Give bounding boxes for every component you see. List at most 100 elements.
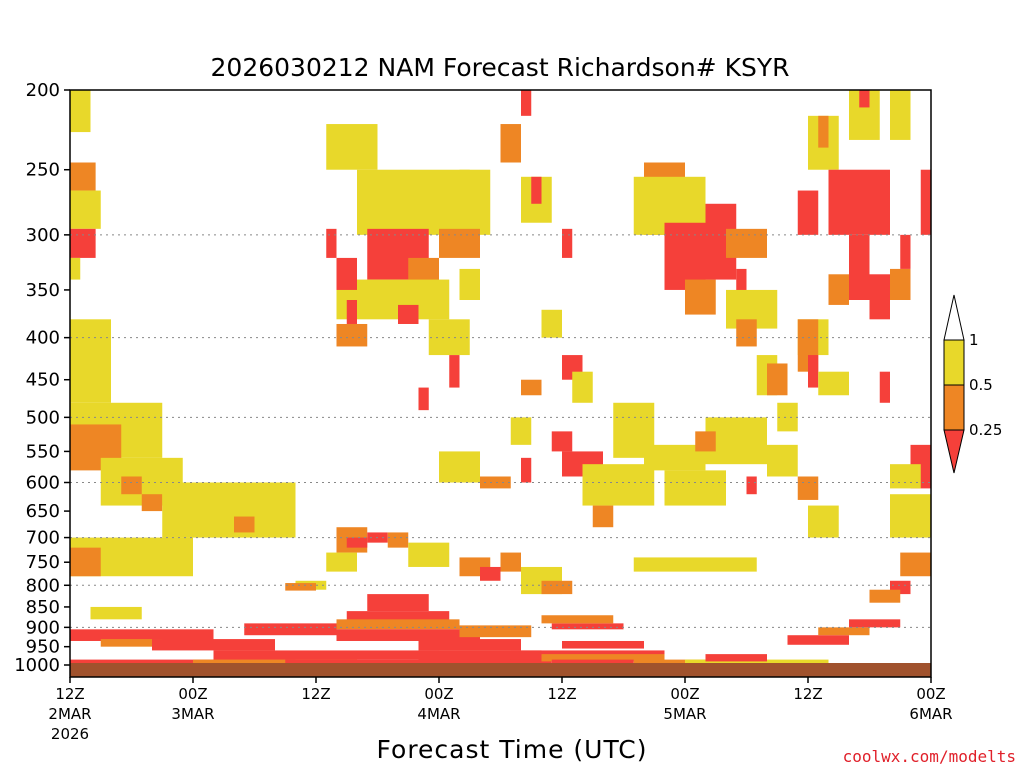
- data-cell-orange: [726, 228, 767, 258]
- data-cell-orange: [459, 625, 532, 638]
- data-cell-yellow: [685, 659, 829, 665]
- legend-label-0: 1: [969, 331, 979, 349]
- data-cell-orange: [439, 228, 480, 258]
- data-cell-orange: [869, 589, 901, 603]
- data-cell-red: [346, 299, 357, 324]
- chart-title: 2026030212 NAM Forecast Richardson# KSYR: [211, 53, 790, 82]
- data-cell-yellow: [818, 371, 849, 396]
- data-cell-orange: [234, 516, 255, 533]
- x-tick-date-84: 6MAR: [909, 705, 952, 723]
- data-cell-orange: [736, 319, 757, 347]
- data-cell-yellow: [459, 169, 491, 235]
- y-tick-label-350: 350: [26, 280, 60, 301]
- data-cell-yellow: [572, 371, 593, 403]
- x-axis-ticks: 12Z 2MAR 2026 00Z 3MAR 12Z 00Z 4MAR 12Z 00Z 5MAR 12…: [48, 677, 953, 743]
- data-cell-orange: [500, 552, 521, 572]
- x-tick-date-36: 4MAR: [417, 705, 460, 723]
- data-cell-red: [664, 222, 706, 290]
- y-tick-label-300: 300: [26, 225, 60, 246]
- data-cells: [70, 90, 931, 665]
- y-tick-label-400: 400: [26, 328, 60, 349]
- data-cell-red: [521, 457, 532, 483]
- plot-frame: [69, 89, 932, 678]
- data-cell-yellow: [633, 557, 757, 572]
- data-cell-red: [285, 659, 552, 665]
- data-cell-yellow: [510, 417, 532, 445]
- legend-label-1: 0.5: [969, 376, 993, 394]
- data-cell-red: [562, 228, 573, 258]
- legend-swatch-orange: [943, 384, 965, 431]
- data-cell-red: [336, 629, 480, 641]
- data-cell-orange: [818, 627, 870, 636]
- legend: 1 0.5 0.25: [943, 294, 1002, 474]
- data-cell-orange: [541, 615, 614, 624]
- data-cell-red: [879, 371, 890, 403]
- y-axis-ticks: 200 250 300 350 400 450 500 550 600 650 700 7508008…: [14, 80, 70, 676]
- data-cell-orange: [70, 547, 101, 577]
- data-cell-orange: [336, 323, 368, 347]
- data-cell-yellow: [890, 494, 931, 538]
- source-credit[interactable]: coolwx.com/modelts: [843, 747, 1016, 766]
- data-cell-orange: [480, 476, 511, 489]
- data-cell-red: [849, 234, 870, 300]
- data-cell-orange: [100, 639, 163, 647]
- data-cell-orange: [695, 431, 716, 452]
- data-cell-red: [808, 355, 819, 388]
- data-cell-orange: [767, 363, 788, 396]
- data-cell-orange: [900, 552, 931, 577]
- data-cell-red: [367, 594, 429, 612]
- data-cell-yellow: [439, 451, 480, 483]
- y-tick-label-200: 200: [26, 80, 60, 101]
- data-cell-orange: [890, 268, 911, 300]
- data-cell-red: [828, 169, 890, 235]
- data-cell-orange: [285, 583, 316, 591]
- data-cell-orange: [500, 124, 521, 163]
- data-cell-orange: [70, 162, 96, 191]
- data-cell-yellow: [70, 257, 81, 280]
- data-cell-red: [70, 659, 296, 665]
- y-tick-label-900: 900: [26, 617, 60, 638]
- legend-swatch-yellow: [943, 339, 965, 386]
- data-cell-red: [705, 654, 767, 662]
- y-tick-label-750: 750: [26, 552, 60, 573]
- data-cell-yellow: [459, 268, 480, 300]
- data-cell-red: [480, 566, 501, 581]
- data-cell-yellow: [890, 464, 921, 489]
- data-cell-orange: [828, 274, 849, 305]
- data-cell-orange: [141, 494, 163, 512]
- y-tick-label-250: 250: [26, 160, 60, 181]
- legend-swatch-bottom: [943, 429, 965, 474]
- x-tick-time-36: 00Z: [424, 685, 453, 703]
- x-tick-time-72: 12Z: [793, 685, 822, 703]
- x-tick-date-12: 3MAR: [171, 705, 214, 723]
- y-tick-label-450: 450: [26, 370, 60, 391]
- x-tick-time-0: 12Z: [55, 685, 84, 703]
- data-cell-yellow: [767, 444, 798, 477]
- y-tick-label-1000: 1000: [14, 655, 60, 676]
- data-cell-red: [859, 90, 870, 108]
- data-cell-orange: [818, 115, 829, 148]
- data-cell-red: [920, 169, 931, 235]
- y-tick-label-850: 850: [26, 597, 60, 618]
- y-tick-label-800: 800: [26, 575, 60, 596]
- data-cell-red: [346, 537, 368, 548]
- data-cell-red: [244, 623, 337, 636]
- data-cell-red: [736, 268, 747, 300]
- data-cell-red: [531, 176, 542, 204]
- y-tick-label-500: 500: [26, 407, 60, 428]
- x-tick-time-84: 00Z: [916, 685, 945, 703]
- data-cell-yellow: [70, 90, 91, 133]
- data-cell-red: [418, 639, 521, 651]
- data-cell-orange: [541, 654, 665, 662]
- data-cell-yellow: [90, 606, 142, 620]
- ground-strip: [70, 663, 931, 677]
- data-cell-orange: [193, 659, 357, 665]
- data-cell-red: [869, 274, 890, 320]
- data-cell-yellow: [890, 90, 911, 140]
- data-cell-yellow: [326, 552, 357, 572]
- data-cell-red: [449, 355, 460, 388]
- data-cell-red: [900, 234, 911, 269]
- ground-fill: [70, 663, 931, 677]
- data-cell-orange: [633, 659, 726, 665]
